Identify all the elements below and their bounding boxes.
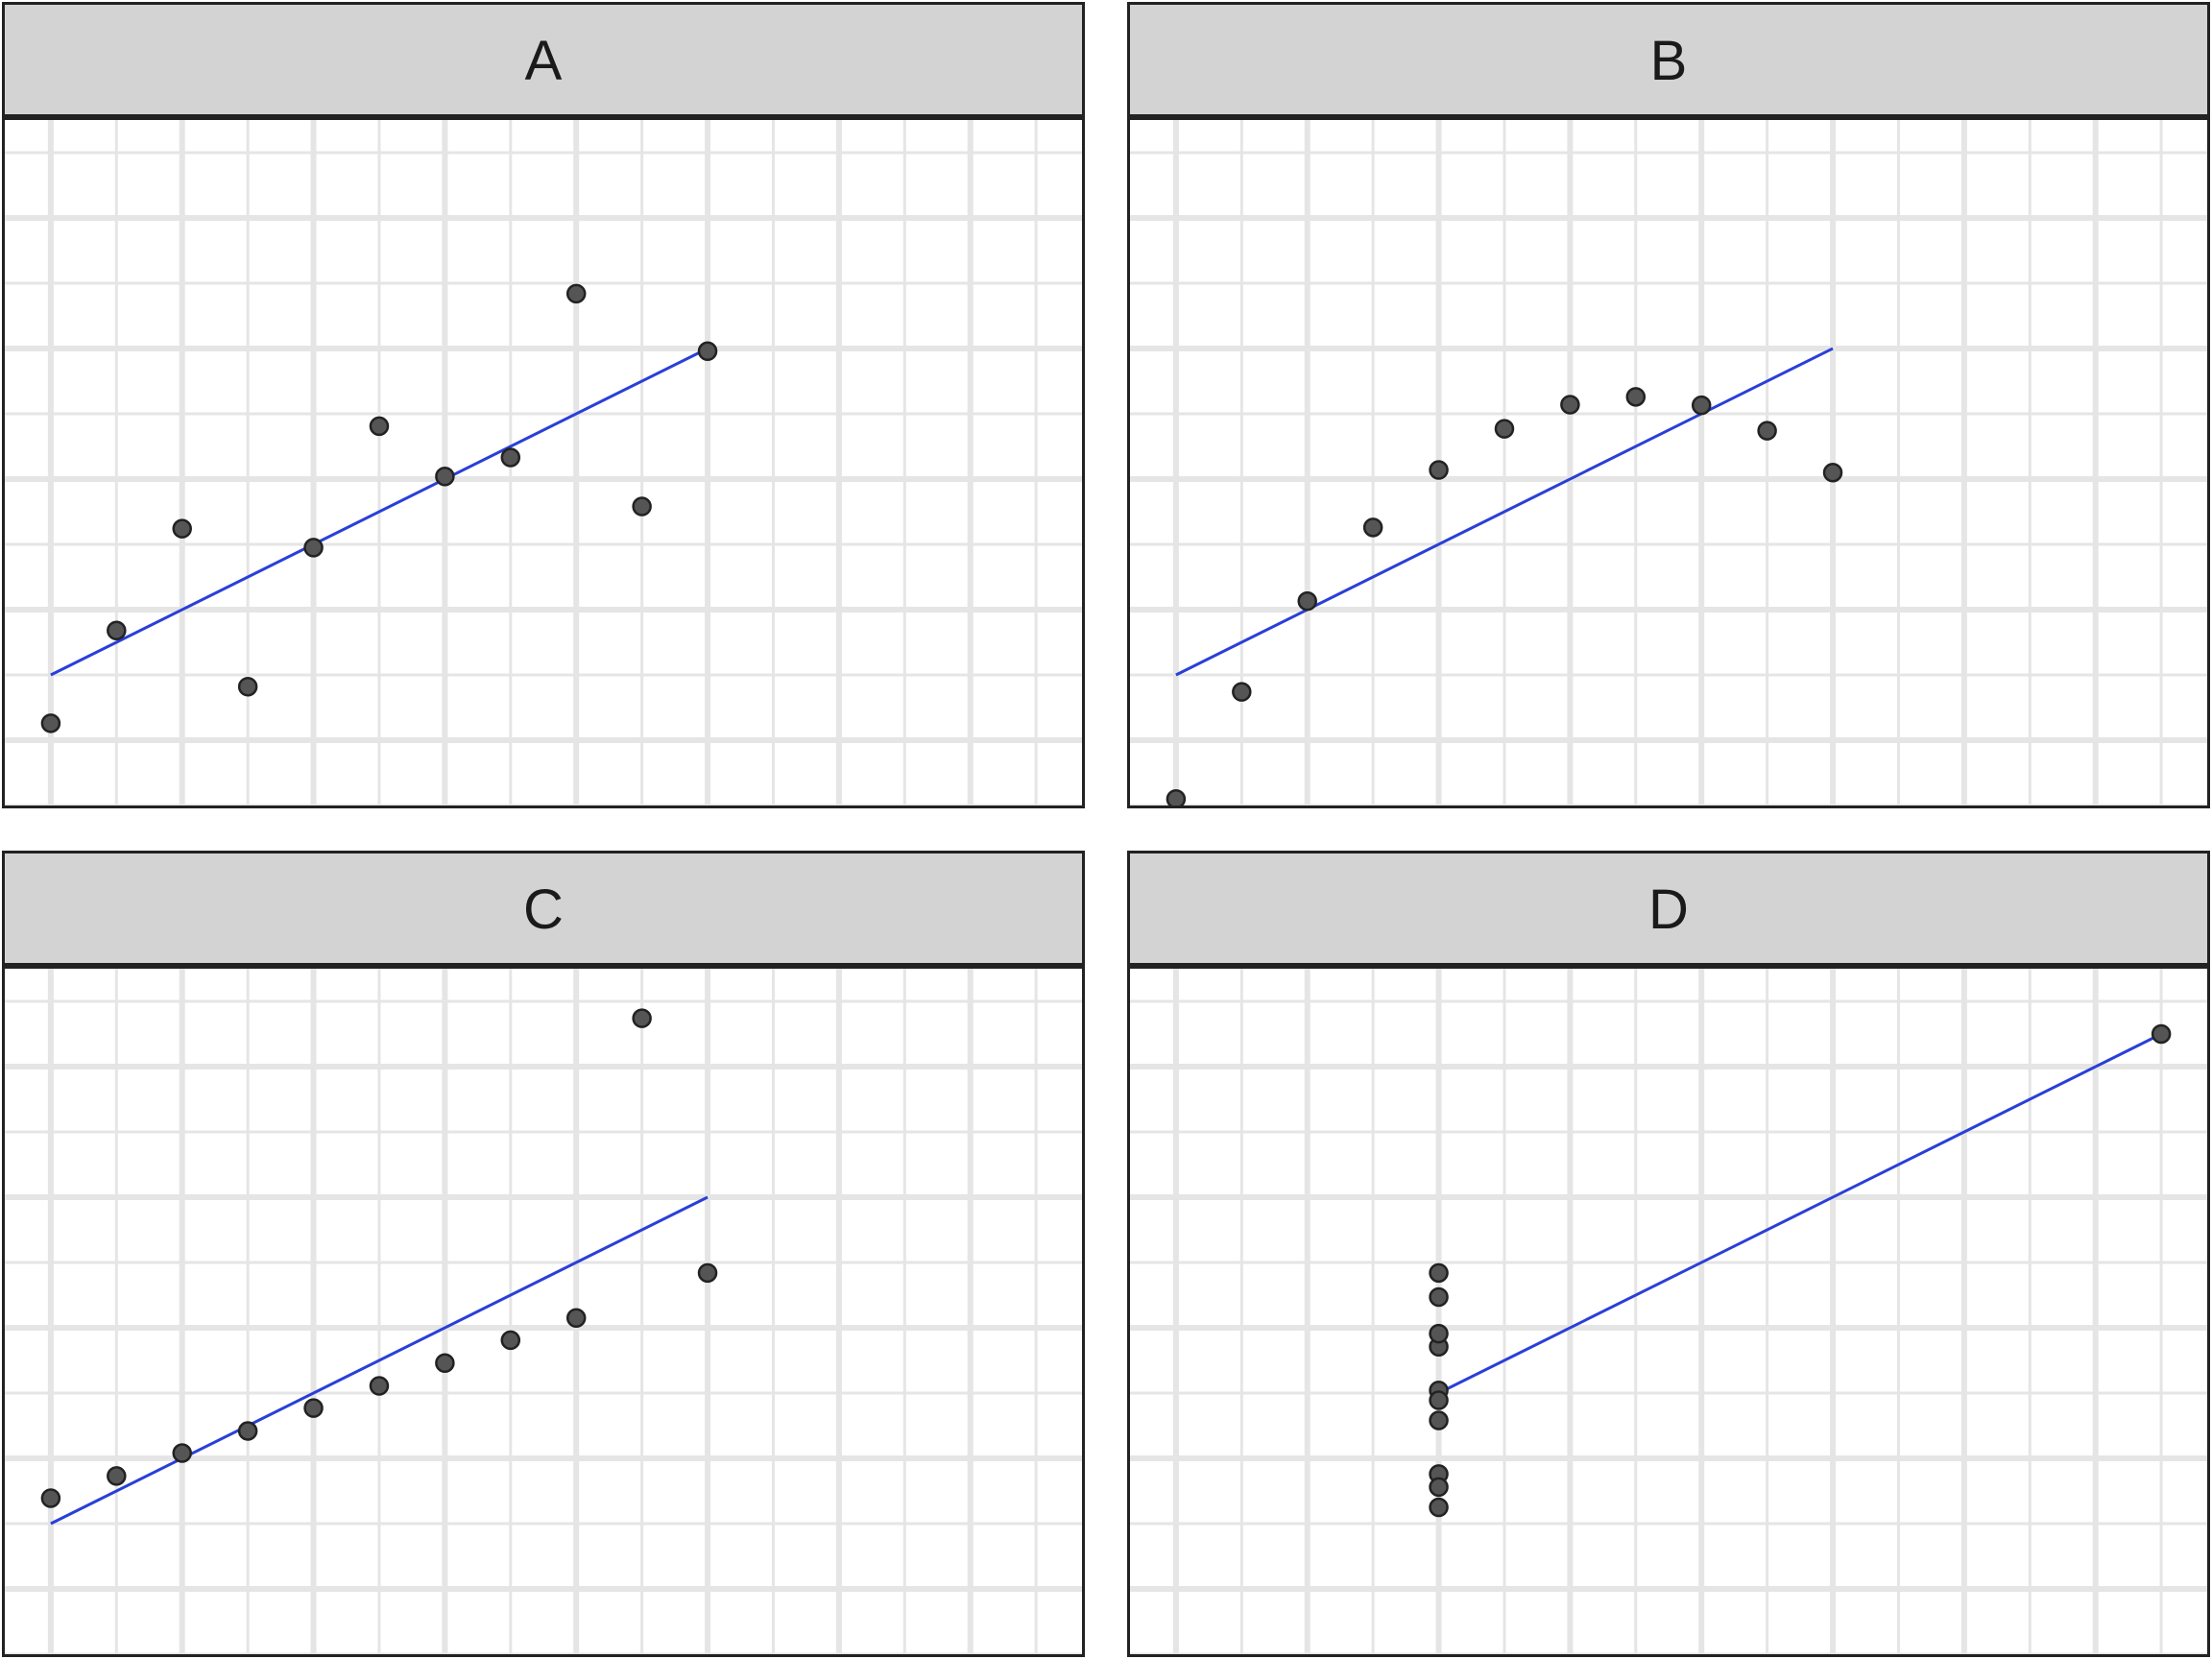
- data-point-a: [303, 538, 324, 558]
- data-point-b: [1232, 682, 1252, 702]
- facet-panel-c: C: [2, 851, 1085, 1657]
- data-point-b: [1822, 462, 1843, 483]
- data-point-a: [632, 496, 652, 517]
- data-point-b: [1560, 395, 1580, 415]
- data-point-c: [435, 1353, 455, 1373]
- fit-line-c: [50, 1195, 709, 1526]
- data-point-a: [500, 447, 521, 468]
- facet-strip-b: B: [1127, 2, 2210, 117]
- scatter-plot-d: [1130, 969, 2207, 1654]
- data-point-c: [303, 1398, 324, 1418]
- facet-panel-a: A: [2, 2, 1085, 808]
- data-point-b: [1297, 590, 1317, 612]
- data-point-a: [369, 416, 390, 437]
- data-point-d: [1429, 1410, 1449, 1431]
- facet-label-d: D: [1648, 878, 1689, 941]
- data-point-b: [1757, 421, 1777, 441]
- data-point-c: [697, 1262, 718, 1284]
- data-point-c: [172, 1443, 192, 1463]
- scatter-plot-a: [5, 120, 1082, 805]
- data-point-a: [435, 467, 455, 487]
- data-point-c: [107, 1466, 127, 1486]
- data-point-d: [1429, 1323, 1449, 1344]
- data-point-c: [500, 1330, 521, 1351]
- scatter-plot-c: [5, 969, 1082, 1654]
- fit-line-a: [50, 347, 709, 677]
- data-point-b: [1429, 460, 1449, 480]
- facet-label-b: B: [1649, 30, 1688, 92]
- facet-label-c: C: [523, 878, 564, 941]
- plot-area-d: [1127, 966, 2210, 1657]
- scatter-plot-b: [1130, 120, 2207, 805]
- data-point-a: [697, 341, 718, 361]
- data-point-b: [1362, 517, 1383, 538]
- data-point-d: [1429, 1262, 1449, 1284]
- data-point-a: [565, 283, 587, 304]
- data-point-b: [1494, 419, 1515, 439]
- facet-strip-d: D: [1127, 851, 2210, 966]
- plot-area-b: [1127, 117, 2210, 808]
- data-point-b: [1166, 788, 1187, 805]
- data-point-d: [2151, 1023, 2172, 1045]
- facet-panel-b: B: [1127, 2, 2210, 808]
- data-point-c: [632, 1008, 652, 1028]
- plot-area-a: [2, 117, 1085, 808]
- fit-line-b: [1175, 347, 1834, 677]
- facet-label-a: A: [524, 30, 563, 92]
- facet-strip-a: A: [2, 2, 1085, 117]
- data-point-d: [1429, 1477, 1449, 1498]
- data-point-d: [1429, 1390, 1449, 1410]
- data-point-a: [172, 518, 192, 539]
- facet-panel-d: D: [1127, 851, 2210, 1657]
- facet-strip-c: C: [2, 851, 1085, 966]
- data-point-d: [1429, 1497, 1449, 1518]
- fit-line-d: [1437, 1032, 2162, 1395]
- plot-area-c: [2, 966, 1085, 1657]
- data-point-b: [1691, 395, 1712, 416]
- data-point-c: [369, 1376, 390, 1396]
- data-point-c: [565, 1308, 587, 1329]
- data-point-a: [237, 676, 258, 697]
- data-point-a: [40, 713, 61, 733]
- data-point-b: [1625, 387, 1647, 407]
- data-point-a: [107, 620, 127, 641]
- data-point-c: [40, 1488, 61, 1508]
- data-point-d: [1429, 1286, 1449, 1308]
- data-point-c: [237, 1421, 258, 1441]
